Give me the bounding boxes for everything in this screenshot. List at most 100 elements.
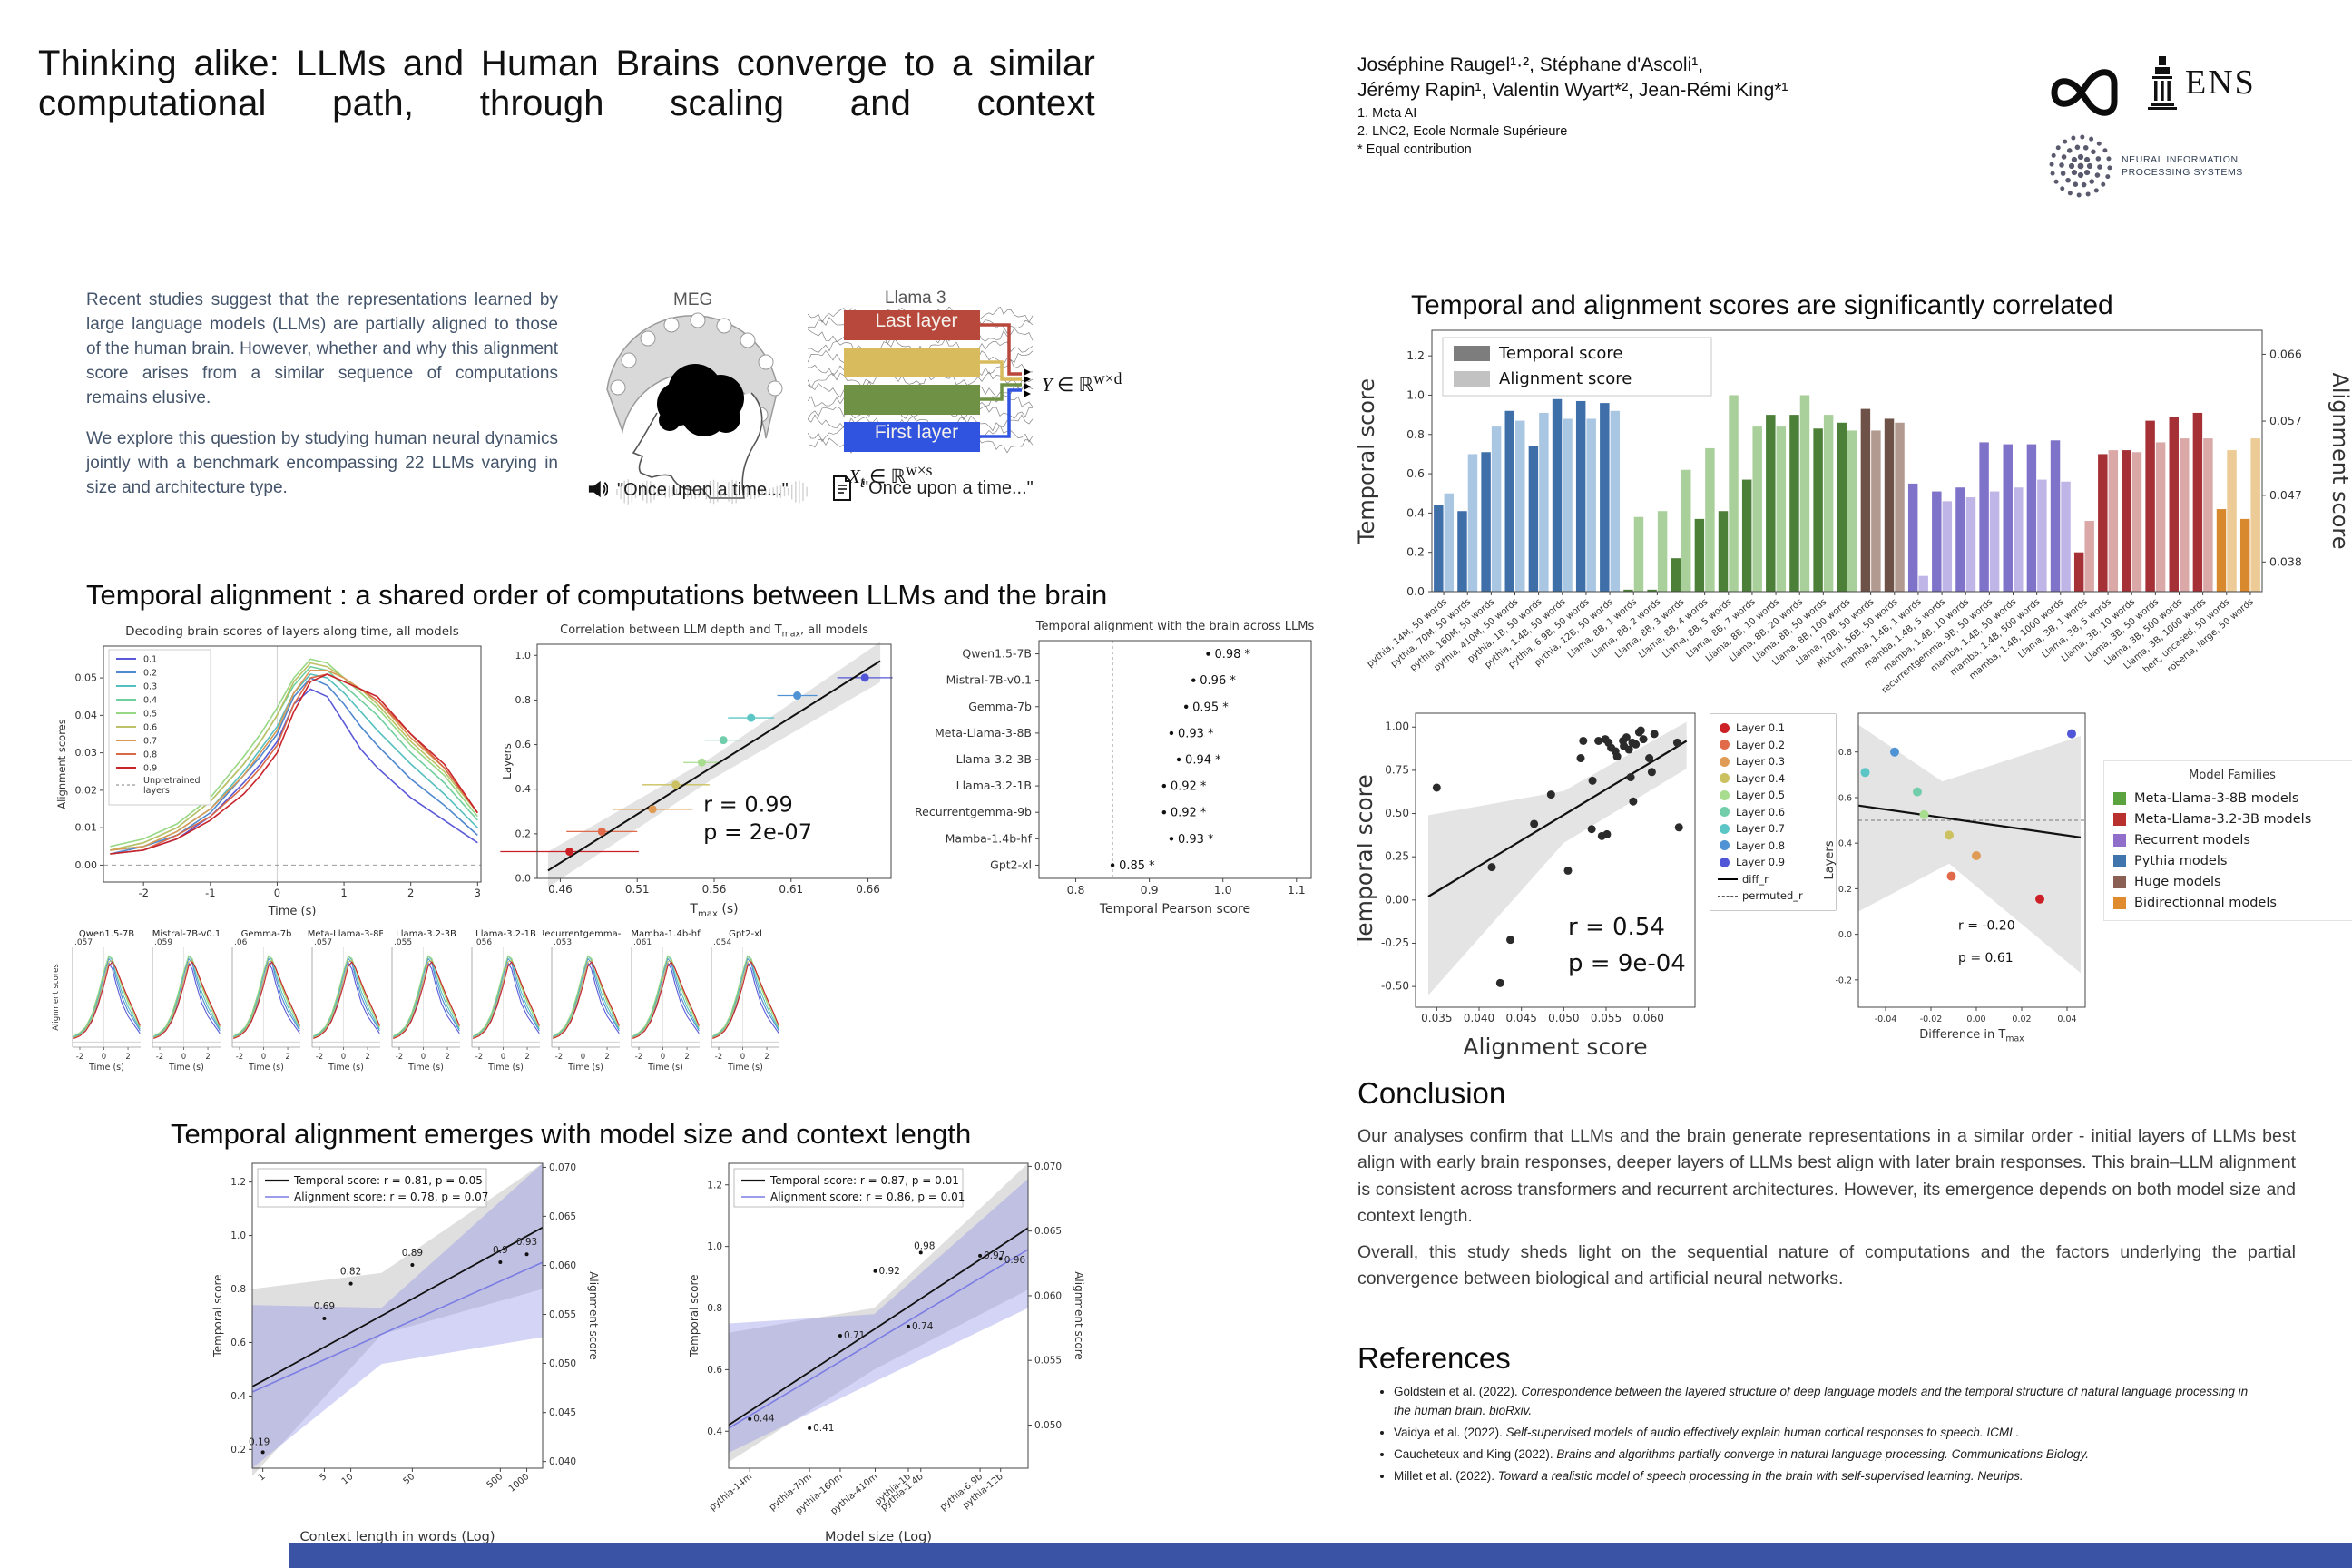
svg-text:1000: 1000: [507, 1472, 532, 1494]
svg-text:0.4: 0.4: [1406, 505, 1425, 519]
svg-text:Temporal score: Temporal score: [211, 1274, 224, 1357]
svg-text:Mamba-1.4b-hf: Mamba-1.4b-hf: [631, 929, 701, 939]
svg-text:Temporal score: Temporal score: [1357, 774, 1377, 947]
svg-text:Model size (Log): Model size (Log): [825, 1530, 932, 1544]
svg-text:0.51: 0.51: [625, 883, 650, 896]
svg-text:Alignment score: Alignment score: [1073, 1271, 1085, 1360]
svg-text:Recurrentgemma-9b: Recurrentgemma-9b: [915, 805, 1032, 818]
svg-text:1.2: 1.2: [230, 1177, 246, 1188]
svg-text:0.4: 0.4: [515, 783, 532, 795]
svg-text:-2: -2: [715, 1053, 722, 1062]
conclusion-paragraph-2: Overall, this study sheds light on the s…: [1357, 1242, 2296, 1289]
svg-text:0.070: 0.070: [1034, 1161, 1062, 1172]
neurips-logo-text: NEURAL INFORMATION PROCESSING SYSTEMS: [2122, 153, 2243, 179]
svg-text:0.01: 0.01: [75, 822, 98, 834]
reference-item: Caucheteux and King (2022). Brains and a…: [1394, 1446, 2259, 1465]
svg-text:0.03: 0.03: [75, 747, 98, 759]
equal-contribution-note: * Equal contribution: [1357, 142, 1472, 158]
svg-text:1.0: 1.0: [515, 650, 532, 662]
svg-text:0: 0: [261, 1053, 266, 1062]
svg-text:layers: layers: [143, 786, 170, 796]
svg-text:Gpt2-xl: Gpt2-xl: [990, 858, 1032, 871]
layer-legend-item: Layer 0.8: [1718, 838, 1828, 855]
svg-text:p = 2e-07: p = 2e-07: [703, 819, 812, 845]
svg-text:0.6: 0.6: [1406, 466, 1425, 480]
abstract-paragraph-1: Recent studies suggest that the represen…: [86, 290, 558, 407]
svg-text:Meta-Llama-3-8B: Meta-Llama-3-8B: [308, 929, 383, 939]
svg-text:2: 2: [684, 1053, 689, 1062]
layer-color-legend: Layer 0.1 Layer 0.2 Layer 0.3 Layer 0.4 Laye…: [1710, 713, 1837, 911]
svg-text:Qwen1.5-7B: Qwen1.5-7B: [79, 929, 134, 939]
layer-legend-item: Layer 0.9: [1718, 854, 1828, 871]
svg-text:1.2: 1.2: [707, 1180, 722, 1191]
svg-text:0.93: 0.93: [516, 1237, 537, 1248]
right-section-title: Temporal and alignment scores are signif…: [1411, 290, 2113, 320]
svg-text:Llama-3.2-3B: Llama-3.2-3B: [396, 929, 456, 939]
family-legend-item: Huge models: [2113, 871, 2351, 892]
svg-text:0.8: 0.8: [1838, 748, 1852, 758]
svg-text:0.93 *: 0.93 *: [1178, 727, 1214, 740]
svg-text:0.4: 0.4: [1838, 839, 1852, 849]
svg-text:0.00: 0.00: [75, 859, 98, 871]
svg-text:0.25: 0.25: [1385, 850, 1409, 863]
model-families-legend-title: Model Families: [2189, 769, 2276, 782]
section1-title: Temporal alignment : a shared order of c…: [86, 579, 1108, 611]
svg-text:2: 2: [205, 1053, 210, 1062]
svg-text:0.2: 0.2: [1838, 885, 1852, 895]
conclusion-paragraph-1: Our analyses confirm that LLMs and the b…: [1357, 1126, 2296, 1226]
svg-text:2: 2: [445, 1053, 449, 1062]
llama3-label: Llama 3: [885, 289, 946, 308]
ens-logo-text: ENS: [2185, 64, 2256, 102]
svg-text:0.50: 0.50: [1385, 807, 1409, 819]
svg-text:10: 10: [340, 1472, 356, 1487]
svg-text:0.045: 0.045: [1505, 1012, 1536, 1024]
svg-text:.059: .059: [154, 938, 172, 947]
svg-text:-2: -2: [138, 887, 148, 899]
svg-text:0.74: 0.74: [912, 1321, 934, 1332]
svg-text:Alignment score: r = 0.78, p =: Alignment score: r = 0.78, p = 0.07: [294, 1191, 488, 1203]
svg-text:2: 2: [524, 1053, 529, 1062]
svg-text:Alignment score: Alignment score: [2328, 372, 2350, 549]
svg-text:0.070: 0.070: [549, 1162, 576, 1173]
svg-text:Alignment scores: Alignment scores: [52, 964, 61, 1031]
svg-text:Time (s): Time (s): [248, 1063, 284, 1073]
svg-text:Gemma-7b: Gemma-7b: [241, 929, 292, 939]
svg-text:0.82: 0.82: [340, 1267, 361, 1278]
svg-text:0.41: 0.41: [813, 1423, 834, 1434]
svg-text:1.1: 1.1: [1288, 883, 1306, 897]
svg-text:0: 0: [421, 1053, 426, 1062]
svg-text:500: 500: [485, 1472, 505, 1491]
svg-text:Alignment score: Alignment score: [1499, 369, 1632, 388]
meg-head-illustration: [606, 312, 783, 499]
svg-text:0.0: 0.0: [1406, 584, 1425, 598]
family-legend-item: Meta-Llama-3.2-3B models: [2113, 808, 2351, 829]
speaker-icon: [588, 480, 608, 498]
svg-text:0.56: 0.56: [702, 883, 727, 896]
svg-text:0: 0: [581, 1053, 585, 1062]
svg-text:Gemma-7b: Gemma-7b: [968, 700, 1032, 713]
svg-text:2: 2: [764, 1053, 769, 1062]
chart-context-length-regression: 0.19 0.69 0.82 0.89 0.9 0.93 1 5 10 50 500 1000 0.2 0…: [211, 1162, 600, 1544]
author-line-2: Jérémy Rapin¹, Valentin Wyart*², Jean-Ré…: [1357, 80, 1788, 102]
svg-text:0.4: 0.4: [230, 1391, 246, 1402]
svg-text:0.0: 0.0: [1838, 930, 1852, 940]
svg-text:Gpt2-xl: Gpt2-xl: [729, 929, 762, 939]
svg-text:1.2: 1.2: [1406, 348, 1425, 362]
svg-text:0.040: 0.040: [1464, 1012, 1494, 1024]
svg-text:2: 2: [125, 1053, 130, 1062]
svg-text:Temporal score: Temporal score: [1498, 344, 1623, 363]
svg-text:Time (s): Time (s): [727, 1063, 763, 1073]
svg-text:-0.25: -0.25: [1381, 936, 1409, 949]
connector-brace: [1024, 368, 1031, 397]
svg-text:0.46: 0.46: [548, 883, 573, 896]
layer-legend-item: Layer 0.6: [1718, 804, 1828, 821]
svg-text:0.66: 0.66: [856, 883, 880, 896]
svg-text:-2: -2: [156, 1053, 163, 1062]
svg-text:0.8: 0.8: [230, 1284, 246, 1295]
